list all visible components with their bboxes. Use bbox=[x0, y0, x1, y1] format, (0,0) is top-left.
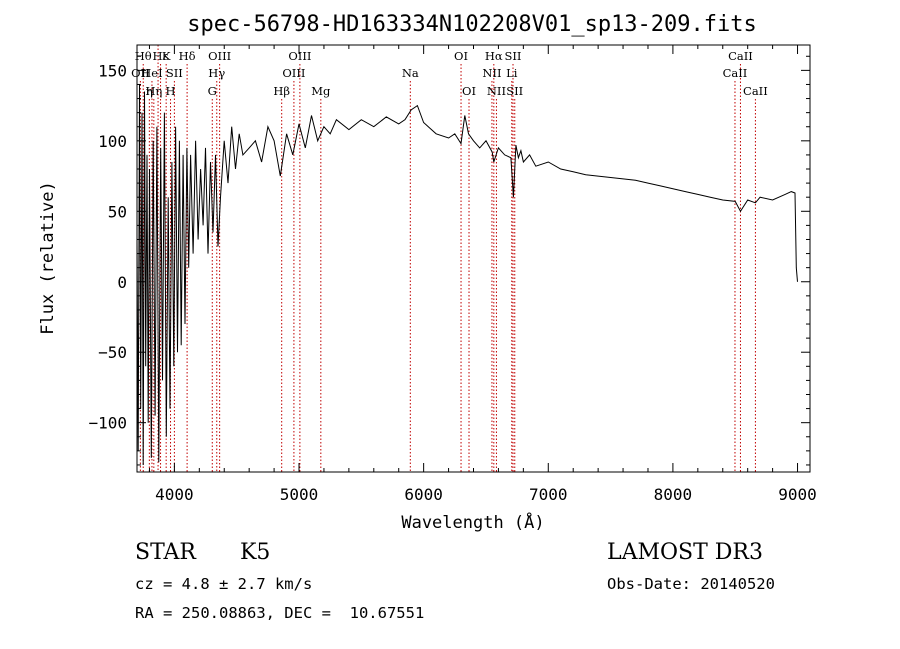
spectral-line-label: OI bbox=[454, 49, 468, 63]
spectral-line-label: CaII bbox=[728, 49, 753, 63]
x-tick-label: 4000 bbox=[155, 485, 194, 504]
spectral-line-label: SII bbox=[506, 84, 523, 98]
spectral-line-label: Hγ bbox=[208, 66, 225, 80]
y-tick-label: 150 bbox=[98, 61, 127, 80]
y-tick-label: −100 bbox=[88, 414, 127, 433]
y-tick-label: −50 bbox=[98, 343, 127, 362]
plot-frame bbox=[136, 44, 811, 473]
survey-name: LAMOST DR3 bbox=[607, 540, 763, 565]
x-axis-ticks: 4000 5000 6000 7000 8000 9000 bbox=[148, 45, 817, 504]
spectral-line-label: HeI bbox=[141, 66, 162, 80]
spectral-line-label: OII bbox=[131, 66, 150, 80]
spectral-line-label: CaII bbox=[723, 66, 748, 80]
spectral-line-label: OIII bbox=[208, 49, 231, 63]
x-tick-label: 6000 bbox=[404, 485, 443, 504]
y-tick-label: 50 bbox=[108, 202, 127, 221]
spectral-line-label: NII bbox=[487, 84, 506, 98]
spectral-line-label: Hβ bbox=[273, 84, 290, 98]
y-axis-label: Flux (relative) bbox=[38, 181, 58, 335]
chart-title: spec-56798-HD163334N102208V01_sp13-209.f… bbox=[187, 12, 757, 37]
spectrum-line bbox=[136, 84, 798, 466]
spectral-line-label: OI bbox=[462, 84, 476, 98]
x-tick-label: 7000 bbox=[529, 485, 568, 504]
x-axis-label: Wavelength (Å) bbox=[401, 511, 544, 533]
spectral-line-label: SII bbox=[505, 49, 522, 63]
spectral-line-label: Hη bbox=[145, 84, 162, 98]
spectral-line-label: H bbox=[166, 84, 176, 98]
spectral-line-label: NII bbox=[482, 66, 501, 80]
spectral-line-label: OIII bbox=[288, 49, 311, 63]
coordinates: RA = 250.08863, DEC = 10.67551 bbox=[135, 604, 425, 622]
y-tick-label: 100 bbox=[98, 132, 127, 151]
spectral-line-label: G bbox=[208, 84, 217, 98]
object-class: STAR bbox=[135, 540, 196, 565]
spectral-line-label: SII bbox=[166, 66, 183, 80]
y-axis-ticks: −100 −50 0 50 100 150 bbox=[88, 55, 810, 466]
spectral-line-label: Hε bbox=[153, 49, 169, 63]
observation-date: Obs-Date: 20140520 bbox=[607, 575, 775, 593]
spectral-line-label: Mg bbox=[311, 84, 331, 98]
redshift-cz: cz = 4.8 ± 2.7 km/s bbox=[135, 575, 313, 593]
x-tick-label: 5000 bbox=[280, 485, 319, 504]
y-tick-label: 0 bbox=[117, 273, 127, 292]
spectral-line-markers bbox=[139, 45, 756, 472]
x-tick-label: 9000 bbox=[778, 485, 817, 504]
spectral-line-labels: OII Hθ η HeI Hη HεK H SII Hδ G Hγ OIII Hβ OIII OIII Mg N… bbox=[131, 49, 768, 98]
spectral-line-label: CaII bbox=[743, 84, 768, 98]
x-tick-label: 8000 bbox=[654, 485, 693, 504]
object-subclass: K5 bbox=[240, 540, 271, 565]
spectral-line-label: Hθ bbox=[135, 49, 152, 63]
spectral-line-label: Hδ bbox=[179, 49, 196, 63]
spectral-line-label: Li bbox=[506, 66, 518, 80]
spectral-line-label: OIII bbox=[282, 66, 305, 80]
spectral-line-label: Hα bbox=[485, 49, 503, 63]
spectral-line-label: Na bbox=[402, 66, 419, 80]
spectral-line-label: K bbox=[162, 49, 171, 63]
spectral-line-label: η bbox=[146, 84, 153, 98]
